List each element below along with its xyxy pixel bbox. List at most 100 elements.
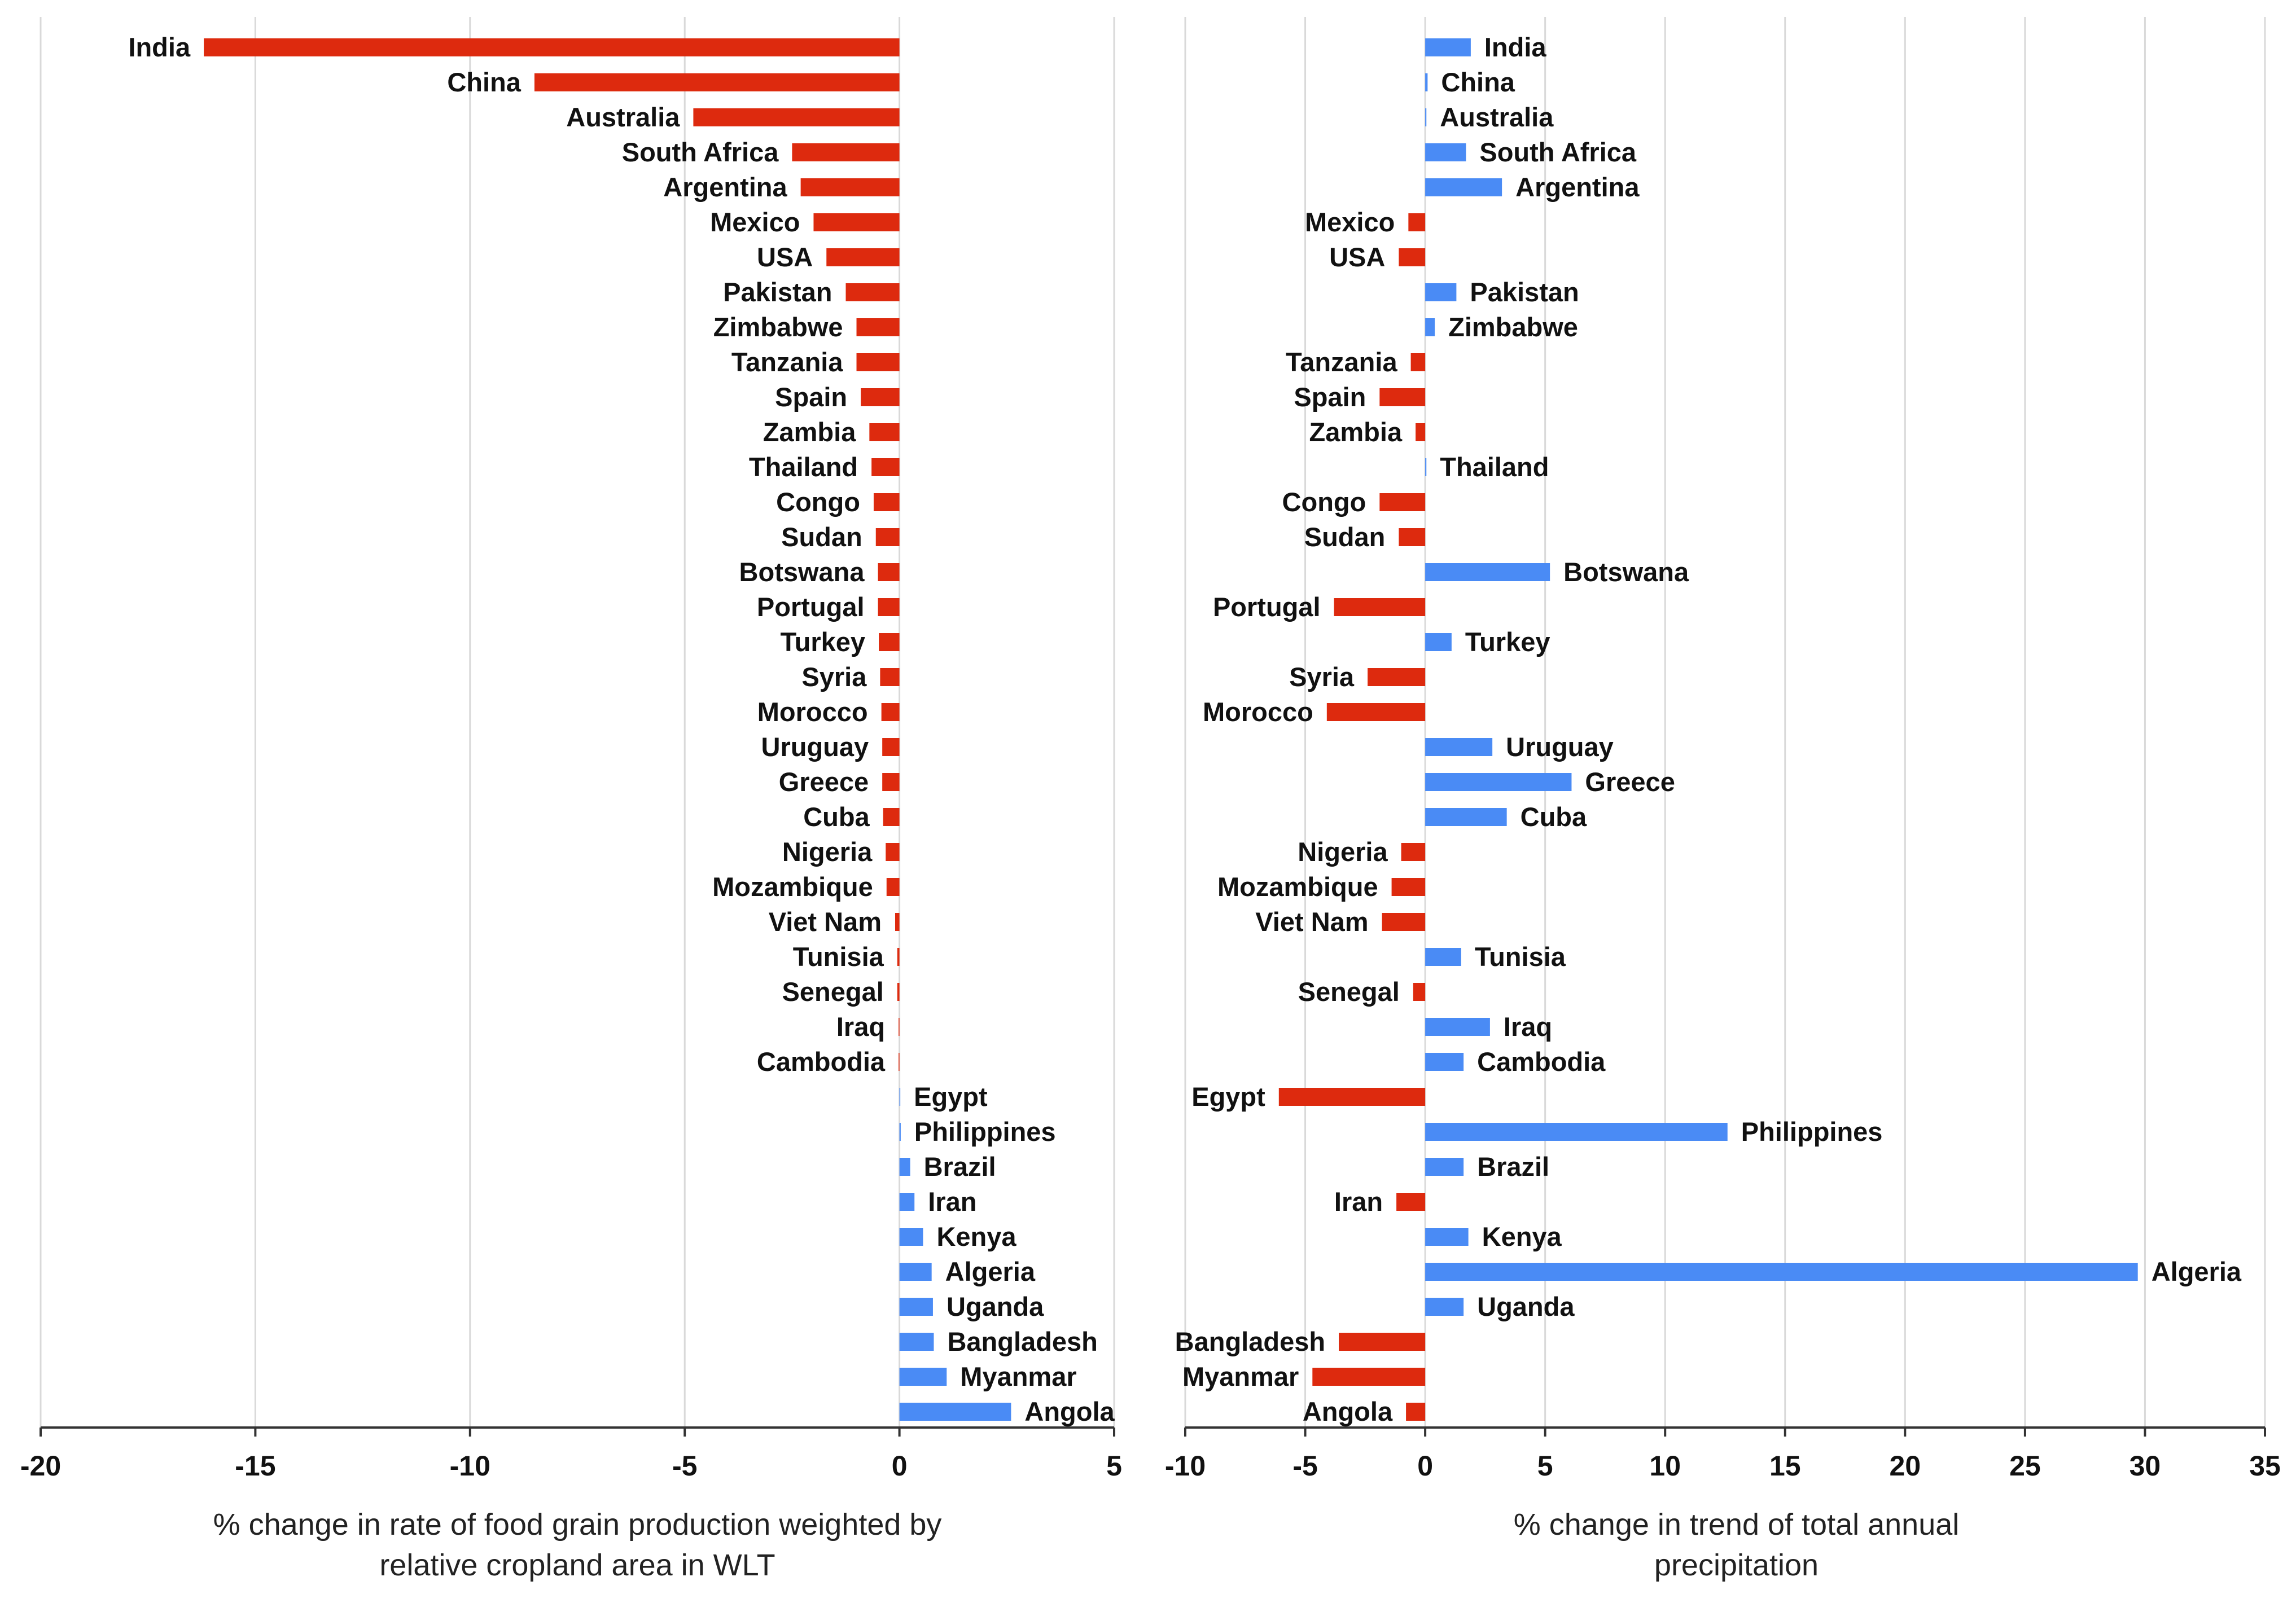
left-chart-label-greece: Greece — [779, 767, 869, 797]
left-chart-bar-viet-nam — [895, 913, 900, 931]
left-chart-bar-mozambique — [886, 878, 900, 896]
right-chart-tick-label: 5 — [1537, 1450, 1553, 1482]
right-chart-bar-cambodia — [1425, 1053, 1464, 1071]
left-chart-bar-south-africa — [792, 143, 900, 161]
left-chart-label-south-africa: South Africa — [622, 137, 779, 167]
right-chart-label-south-africa: South Africa — [1479, 137, 1637, 167]
left-chart-label-thailand: Thailand — [749, 452, 858, 482]
left-chart-label-uganda: Uganda — [947, 1292, 1044, 1321]
left-chart-label-algeria: Algeria — [945, 1257, 1036, 1286]
left-chart-bar-spain — [861, 388, 900, 406]
right-chart-label-mozambique: Mozambique — [1217, 872, 1378, 902]
left-chart-label-uruguay: Uruguay — [761, 732, 869, 762]
left-chart-bar-angola — [899, 1403, 1011, 1421]
right-chart-bar-egypt — [1278, 1088, 1426, 1106]
right-chart-label-viet-nam: Viet Nam — [1255, 907, 1368, 937]
left-chart-label-zimbabwe: Zimbabwe — [713, 312, 843, 342]
left-chart-label-angola: Angola — [1024, 1396, 1115, 1426]
right-chart-label-egypt: Egypt — [1191, 1082, 1265, 1112]
right-chart-bar-usa — [1399, 248, 1426, 266]
left-chart-label-philippines: Philippines — [914, 1117, 1056, 1147]
left-chart-label-zambia: Zambia — [763, 417, 856, 447]
right-chart-label-syria: Syria — [1289, 662, 1355, 692]
right-chart-bar-botswana — [1425, 563, 1550, 581]
right-chart-bar-senegal — [1413, 983, 1426, 1001]
left-chart-label-nigeria: Nigeria — [782, 837, 873, 867]
right-chart-tick-label: 35 — [2249, 1450, 2281, 1482]
right-chart-label-nigeria: Nigeria — [1298, 837, 1388, 867]
right-chart-bar-greece — [1425, 773, 1572, 791]
right-chart-x-axis-title: % change in trend of total annual — [1514, 1508, 1960, 1541]
right-chart-label-uganda: Uganda — [1477, 1292, 1575, 1321]
left-chart-bar-syria — [880, 668, 900, 686]
left-chart-label-sudan: Sudan — [781, 522, 862, 552]
right-chart-label-iran: Iran — [1334, 1187, 1383, 1216]
left-chart-label-iran: Iran — [928, 1187, 976, 1216]
left-chart-label-egypt: Egypt — [914, 1082, 988, 1112]
right-chart-bar-nigeria — [1401, 843, 1426, 861]
left-chart-bar-china — [534, 73, 900, 91]
right-chart-tick-label: 0 — [1417, 1450, 1433, 1482]
left-chart-label-turkey: Turkey — [780, 627, 865, 657]
right-chart-tick-label: 15 — [1769, 1450, 1801, 1482]
left-chart-label-argentina: Argentina — [663, 172, 787, 202]
right-chart-label-usa: USA — [1329, 242, 1385, 272]
left-chart-bar-portugal — [878, 598, 900, 616]
right-chart-bar-mozambique — [1391, 878, 1426, 896]
left-chart-bar-australia — [693, 108, 900, 126]
left-chart-bar-senegal — [897, 983, 900, 1001]
left-chart-bar-turkey — [879, 633, 900, 651]
left-chart-label-australia: Australia — [566, 102, 680, 132]
right-chart-label-portugal: Portugal — [1213, 592, 1321, 622]
right-chart-bar-syria — [1368, 668, 1426, 686]
left-chart-tick-label: 0 — [892, 1450, 908, 1482]
right-chart-label-zimbabwe: Zimbabwe — [1448, 312, 1578, 342]
right-chart-bar-china — [1425, 73, 1428, 91]
right-chart-bar-spain — [1379, 388, 1426, 406]
left-chart-x-axis-title: % change in rate of food grain productio… — [213, 1508, 942, 1541]
right-chart-bar-argentina — [1425, 178, 1502, 196]
left-chart-bar-cambodia — [899, 1053, 900, 1071]
left-chart-bar-sudan — [875, 528, 900, 546]
right-chart-label-morocco: Morocco — [1203, 697, 1313, 727]
right-chart-bar-sudan — [1399, 528, 1426, 546]
left-chart-bar-argentina — [800, 178, 900, 196]
right-chart-bar-cuba — [1425, 808, 1507, 826]
right-chart-bar-tunisia — [1425, 948, 1461, 966]
left-chart-label-brazil: Brazil — [924, 1152, 996, 1182]
left-chart-bar-bangladesh — [899, 1333, 934, 1351]
left-chart-label-usa: USA — [757, 242, 813, 272]
left-chart-label-syria: Syria — [801, 662, 867, 692]
left-chart-label-china: China — [447, 67, 521, 97]
left-chart-label-tanzania: Tanzania — [731, 347, 843, 377]
left-chart-bar-uganda — [899, 1298, 933, 1316]
right-chart-bar-algeria — [1425, 1263, 2138, 1281]
right-chart-bar-portugal — [1334, 598, 1426, 616]
right-chart-bar-uruguay — [1425, 738, 1493, 756]
right-chart-bar-turkey — [1425, 633, 1452, 651]
left-chart-bar-philippines — [899, 1123, 901, 1141]
right-chart-label-greece: Greece — [1585, 767, 1675, 797]
left-chart-bar-pakistan — [845, 283, 900, 301]
right-chart-label-turkey: Turkey — [1465, 627, 1550, 657]
right-chart-x-axis-title: precipitation — [1654, 1548, 1819, 1582]
left-chart-label-mozambique: Mozambique — [712, 872, 873, 902]
right-chart-tick-label: 20 — [1890, 1450, 1921, 1482]
right-chart-label-senegal: Senegal — [1298, 977, 1400, 1007]
right-chart-bar-australia — [1425, 108, 1427, 126]
right-chart-bar-viet-nam — [1382, 913, 1426, 931]
right-chart-bar-south-africa — [1425, 143, 1466, 161]
left-chart-bar-uruguay — [882, 738, 900, 756]
right-chart-tick-label: -5 — [1292, 1450, 1317, 1482]
left-chart-tick-label: -15 — [235, 1450, 275, 1482]
right-chart-bar-pakistan — [1425, 283, 1457, 301]
right-chart-bar-congo — [1379, 493, 1426, 511]
right-chart-label-myanmar: Myanmar — [1182, 1362, 1299, 1391]
right-chart-label-zambia: Zambia — [1309, 417, 1403, 447]
left-chart-bar-tunisia — [897, 948, 900, 966]
left-chart-bar-zimbabwe — [856, 318, 900, 336]
left-chart-bar-brazil — [899, 1158, 910, 1176]
left-chart-bar-usa — [826, 248, 900, 266]
right-chart-bar-brazil — [1425, 1158, 1464, 1176]
